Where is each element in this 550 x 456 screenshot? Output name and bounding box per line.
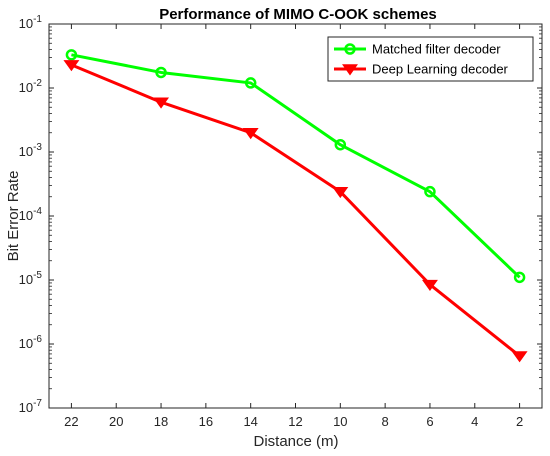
series-line	[70, 63, 521, 358]
x-tick-label: 8	[382, 414, 389, 429]
data-point	[334, 138, 347, 151]
y-axis-label: Bit Error Rate	[5, 171, 22, 262]
data-point	[63, 60, 80, 72]
legend-box	[327, 36, 534, 82]
plot-area	[48, 23, 543, 409]
data-point	[332, 186, 349, 199]
legend: Matched filter decoder Deep Learning deco…	[327, 36, 534, 82]
x-tick-label: 12	[288, 414, 302, 429]
legend-label: Matched filter decoder	[372, 42, 501, 57]
y-axis: 10-1 10-2 10-3 10-4 10-5 10-6 10-7	[19, 14, 542, 415]
x-tick-label: 2	[516, 414, 523, 429]
data-point	[155, 66, 167, 79]
series-1	[65, 49, 526, 284]
legend-marker	[344, 43, 356, 55]
data-point	[65, 49, 78, 61]
x-tick-label: 6	[426, 414, 433, 429]
data-point	[242, 128, 259, 140]
y-tick-label: 10-1	[19, 14, 43, 31]
x-tick-label: 16	[199, 414, 213, 429]
x-tick-label: 20	[109, 414, 123, 429]
y-tick-label: 10-2	[19, 78, 43, 95]
series-2	[63, 60, 528, 363]
series-layer	[63, 49, 528, 363]
y-tick-label: 10-6	[19, 334, 43, 351]
legend-marker	[342, 64, 358, 76]
x-axis: 22 20 18 16 14 12 10 8 6 4 2	[64, 24, 523, 429]
x-tick-label: 14	[243, 414, 257, 429]
data-point	[244, 77, 257, 89]
chart-title: Performance of MIMO C-OOK schemes	[159, 6, 437, 23]
y-tick-label: 10-3	[19, 142, 43, 159]
data-point	[511, 351, 528, 363]
data-point	[421, 279, 438, 291]
x-axis-label: Distance (m)	[253, 433, 338, 450]
x-tick-label: 18	[154, 414, 168, 429]
data-point	[153, 97, 170, 109]
series-line	[71, 53, 521, 279]
x-tick-label: 4	[471, 414, 478, 429]
legend-label: Deep Learning decoder	[372, 62, 509, 77]
x-tick-label: 10	[333, 414, 347, 429]
data-point	[513, 271, 526, 284]
y-tick-label: 10-7	[19, 398, 43, 415]
y-tick-label: 10-5	[19, 270, 43, 287]
x-tick-label: 22	[64, 414, 78, 429]
data-point	[424, 185, 436, 198]
y-tick-label: 10-4	[19, 206, 43, 223]
